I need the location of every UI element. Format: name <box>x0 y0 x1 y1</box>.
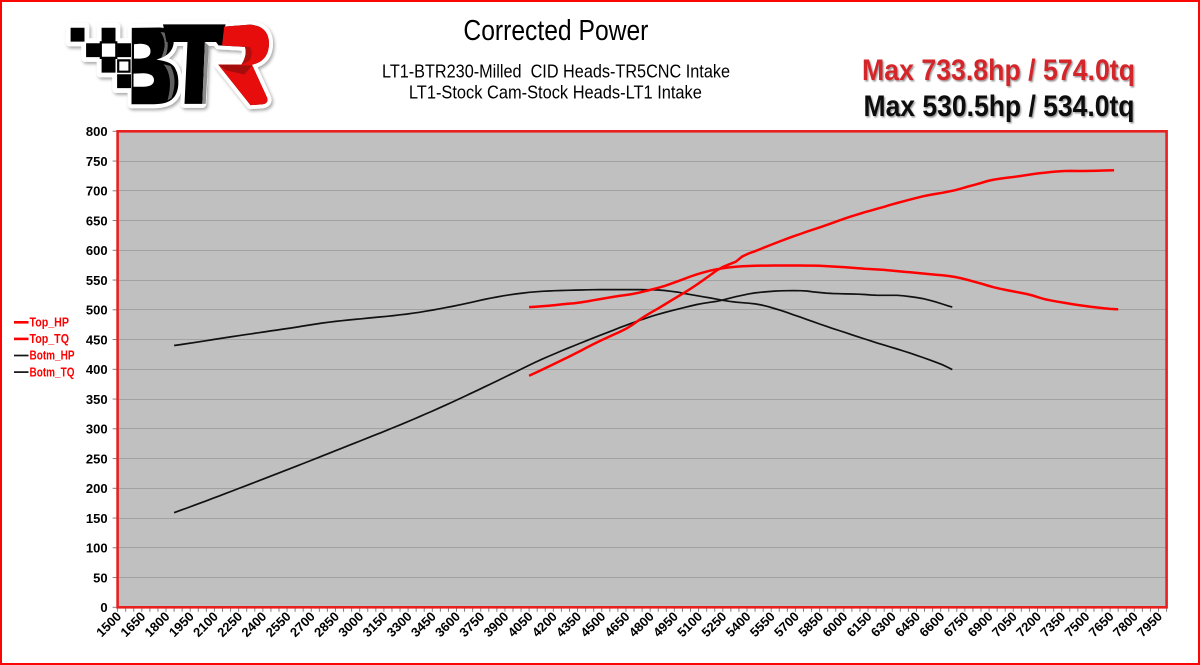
svg-text:Max 733.8hp / 574.0tq: Max 733.8hp / 574.0tq <box>862 54 1135 87</box>
svg-text:650: 650 <box>86 213 108 228</box>
svg-text:350: 350 <box>86 392 108 407</box>
svg-text:550: 550 <box>86 273 108 288</box>
svg-text:Botm_TQ: Botm_TQ <box>30 365 75 379</box>
svg-text:150: 150 <box>86 511 108 526</box>
svg-text:Top_HP: Top_HP <box>30 316 70 330</box>
svg-text:Botm_HP: Botm_HP <box>30 349 75 363</box>
svg-text:LT1-Stock Cam-Stock Heads-LT1: LT1-Stock Cam-Stock Heads-LT1 Intake <box>409 83 702 103</box>
svg-text:500: 500 <box>86 303 108 318</box>
svg-text:Max 530.5hp / 534.0tq: Max 530.5hp / 534.0tq <box>864 90 1135 123</box>
svg-text:Top_TQ: Top_TQ <box>30 332 70 346</box>
svg-text:400: 400 <box>86 362 108 377</box>
svg-text:700: 700 <box>86 184 108 199</box>
svg-text:LT1-BTR230-Milled CID Heads-T: LT1-BTR230-Milled CID Heads-TR5CNC Intak… <box>382 62 730 82</box>
svg-text:300: 300 <box>86 422 108 437</box>
svg-text:800: 800 <box>86 124 108 139</box>
svg-text:750: 750 <box>86 154 108 169</box>
svg-text:0: 0 <box>100 600 107 615</box>
svg-text:600: 600 <box>86 243 108 258</box>
svg-text:250: 250 <box>86 451 108 466</box>
svg-text:Corrected Power: Corrected Power <box>463 15 648 47</box>
svg-text:200: 200 <box>86 481 108 496</box>
svg-text:450: 450 <box>86 332 108 347</box>
svg-text:100: 100 <box>86 541 108 556</box>
svg-text:50: 50 <box>93 570 107 585</box>
